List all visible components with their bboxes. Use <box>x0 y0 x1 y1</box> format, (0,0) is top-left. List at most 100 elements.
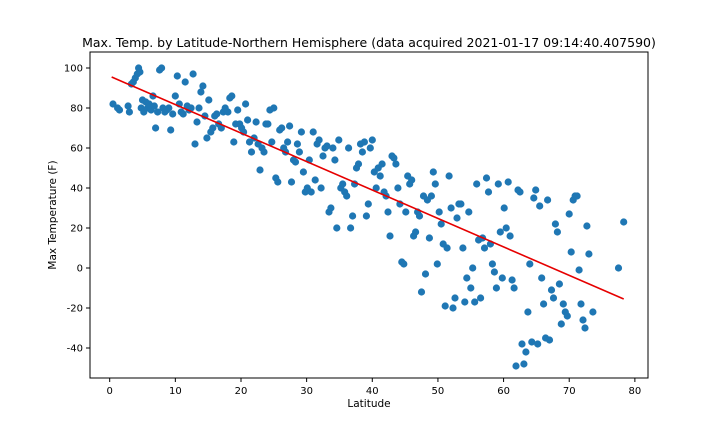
scatter-point <box>480 244 489 252</box>
scatter-point <box>154 108 162 116</box>
scatter-point <box>284 138 292 146</box>
scatter-point <box>203 134 211 142</box>
scatter-point <box>268 138 276 146</box>
scatter-point <box>518 340 526 348</box>
scatter-point <box>415 212 424 220</box>
scatter-point <box>577 300 585 308</box>
scatter-point <box>477 294 485 302</box>
scatter-point <box>378 160 386 168</box>
scatter-point <box>372 184 380 192</box>
scatter-point <box>469 264 477 272</box>
scatter-point <box>171 92 179 100</box>
scatter-point <box>553 228 562 236</box>
scatter-point <box>449 304 457 312</box>
scatter-point <box>205 96 213 104</box>
scatter-point <box>368 136 376 144</box>
scatter-point <box>124 102 132 110</box>
scatter-point <box>575 266 583 274</box>
x-tick-label: 60 <box>497 386 510 397</box>
scatter-point <box>516 188 524 196</box>
scatter-point <box>295 148 303 156</box>
scatter-point <box>427 192 435 200</box>
scatter-point <box>408 176 416 184</box>
scatter-point <box>358 148 366 156</box>
x-tick-label: 0 <box>107 386 113 397</box>
scatter-point <box>540 300 548 308</box>
scatter-point <box>278 124 286 132</box>
scatter-point <box>559 300 567 308</box>
scatter-point <box>366 144 374 152</box>
scatter-point <box>447 204 455 212</box>
scatter-point <box>125 108 133 116</box>
scatter-point <box>532 186 540 194</box>
scatter-point <box>274 178 282 186</box>
scatter-point <box>199 82 207 90</box>
x-axis: 0 10 20 30 40 50 60 70 80 <box>107 378 642 397</box>
scatter-point <box>315 136 323 144</box>
scatter-point <box>512 362 520 370</box>
scatter-point <box>510 284 518 292</box>
x-tick-label: 50 <box>432 386 445 397</box>
scatter-point <box>384 208 392 216</box>
scatter-point <box>530 194 538 202</box>
scatter-point <box>173 72 181 80</box>
scatter-point <box>412 228 420 236</box>
plot-area <box>109 64 628 370</box>
y-tick-label: 20 <box>70 224 83 235</box>
scatter-point <box>429 168 437 176</box>
scatter-point <box>386 232 394 240</box>
scatter-point <box>217 124 225 132</box>
scatter-point <box>319 152 327 160</box>
scatter-point <box>589 308 597 316</box>
scatter-point <box>538 274 546 282</box>
scatter-point <box>354 160 363 168</box>
scatter-point <box>228 92 236 100</box>
scatter-point <box>496 228 504 236</box>
scatter-point <box>181 78 189 86</box>
scatter-point <box>473 180 481 188</box>
scatter-point <box>504 178 512 186</box>
y-tick-label: 80 <box>70 104 83 115</box>
scatter-point <box>291 158 300 166</box>
x-tick-label: 70 <box>563 386 576 397</box>
scatter-point <box>528 338 536 346</box>
scatter-point <box>498 274 506 282</box>
y-tick-label: -20 <box>67 304 83 315</box>
scatter-point <box>213 110 221 118</box>
scatter-point <box>551 220 560 228</box>
scatter-point <box>195 104 203 112</box>
scatter-point <box>331 156 339 164</box>
x-tick-label: 80 <box>629 386 642 397</box>
scatter-point <box>349 212 357 220</box>
scatter-point <box>317 184 325 192</box>
scatter-point <box>390 154 398 162</box>
scatter-point <box>327 204 335 212</box>
scatter-point <box>545 336 554 344</box>
scatter-point <box>437 220 445 228</box>
scatter-point <box>299 168 307 176</box>
scatter-point <box>329 144 337 152</box>
scatter-point <box>445 172 453 180</box>
scatter-point <box>333 224 341 232</box>
scatter-point <box>494 180 502 188</box>
scatter-point <box>534 340 542 348</box>
scatter-point <box>197 88 205 96</box>
scatter-point <box>179 110 187 118</box>
y-tick-label: 60 <box>70 144 83 155</box>
scatter-point <box>461 298 469 306</box>
scatter-point <box>520 360 528 368</box>
scatter-point <box>247 148 256 156</box>
scatter-point <box>242 100 250 108</box>
scatter-point <box>425 234 433 242</box>
scatter-point <box>165 104 173 112</box>
scatter-point <box>526 260 534 268</box>
scatter-point <box>376 172 384 180</box>
scatter-point <box>567 248 575 256</box>
y-tick-label: 40 <box>70 184 83 195</box>
scatter-point <box>421 270 430 278</box>
scatter-point <box>360 138 368 146</box>
plot-frame <box>89 51 649 379</box>
scatter-point <box>152 124 160 132</box>
x-axis-label: Latitude <box>347 398 390 410</box>
scatter-point <box>581 324 589 332</box>
